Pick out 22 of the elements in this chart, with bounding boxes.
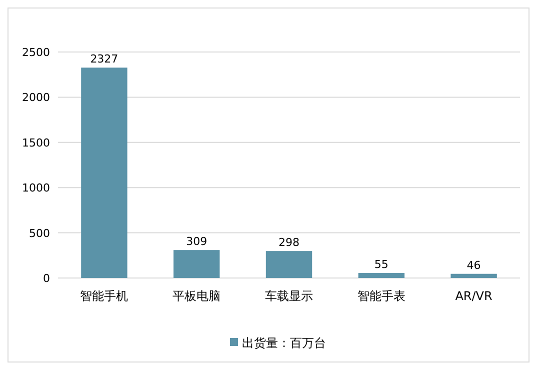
y-tick-label: 2500 (22, 46, 50, 59)
legend-label: 出货量：百万台 (242, 336, 326, 350)
x-tick-label: 平板电脑 (172, 289, 221, 303)
data-label: 309 (186, 235, 208, 248)
y-tick-label: 1500 (22, 136, 50, 150)
y-tick-label: 1000 (22, 182, 50, 195)
x-tick-label: 智能手表 (357, 289, 406, 303)
bar (358, 273, 404, 278)
data-label: 2327 (90, 52, 118, 66)
bar (174, 250, 220, 278)
data-label: 55 (374, 258, 388, 272)
x-tick-label: 智能手机 (80, 289, 128, 303)
data-label: 298 (278, 236, 300, 250)
x-tick-label: 车载显示 (265, 289, 313, 303)
y-tick-label: 500 (29, 226, 50, 240)
bar (266, 251, 312, 278)
y-tick-label: 0 (43, 272, 50, 285)
y-tick-label: 2000 (22, 91, 50, 104)
bar (81, 68, 128, 278)
x-tick-label: AR/VR (455, 289, 492, 303)
data-label: 46 (466, 258, 481, 272)
bar (450, 274, 497, 278)
